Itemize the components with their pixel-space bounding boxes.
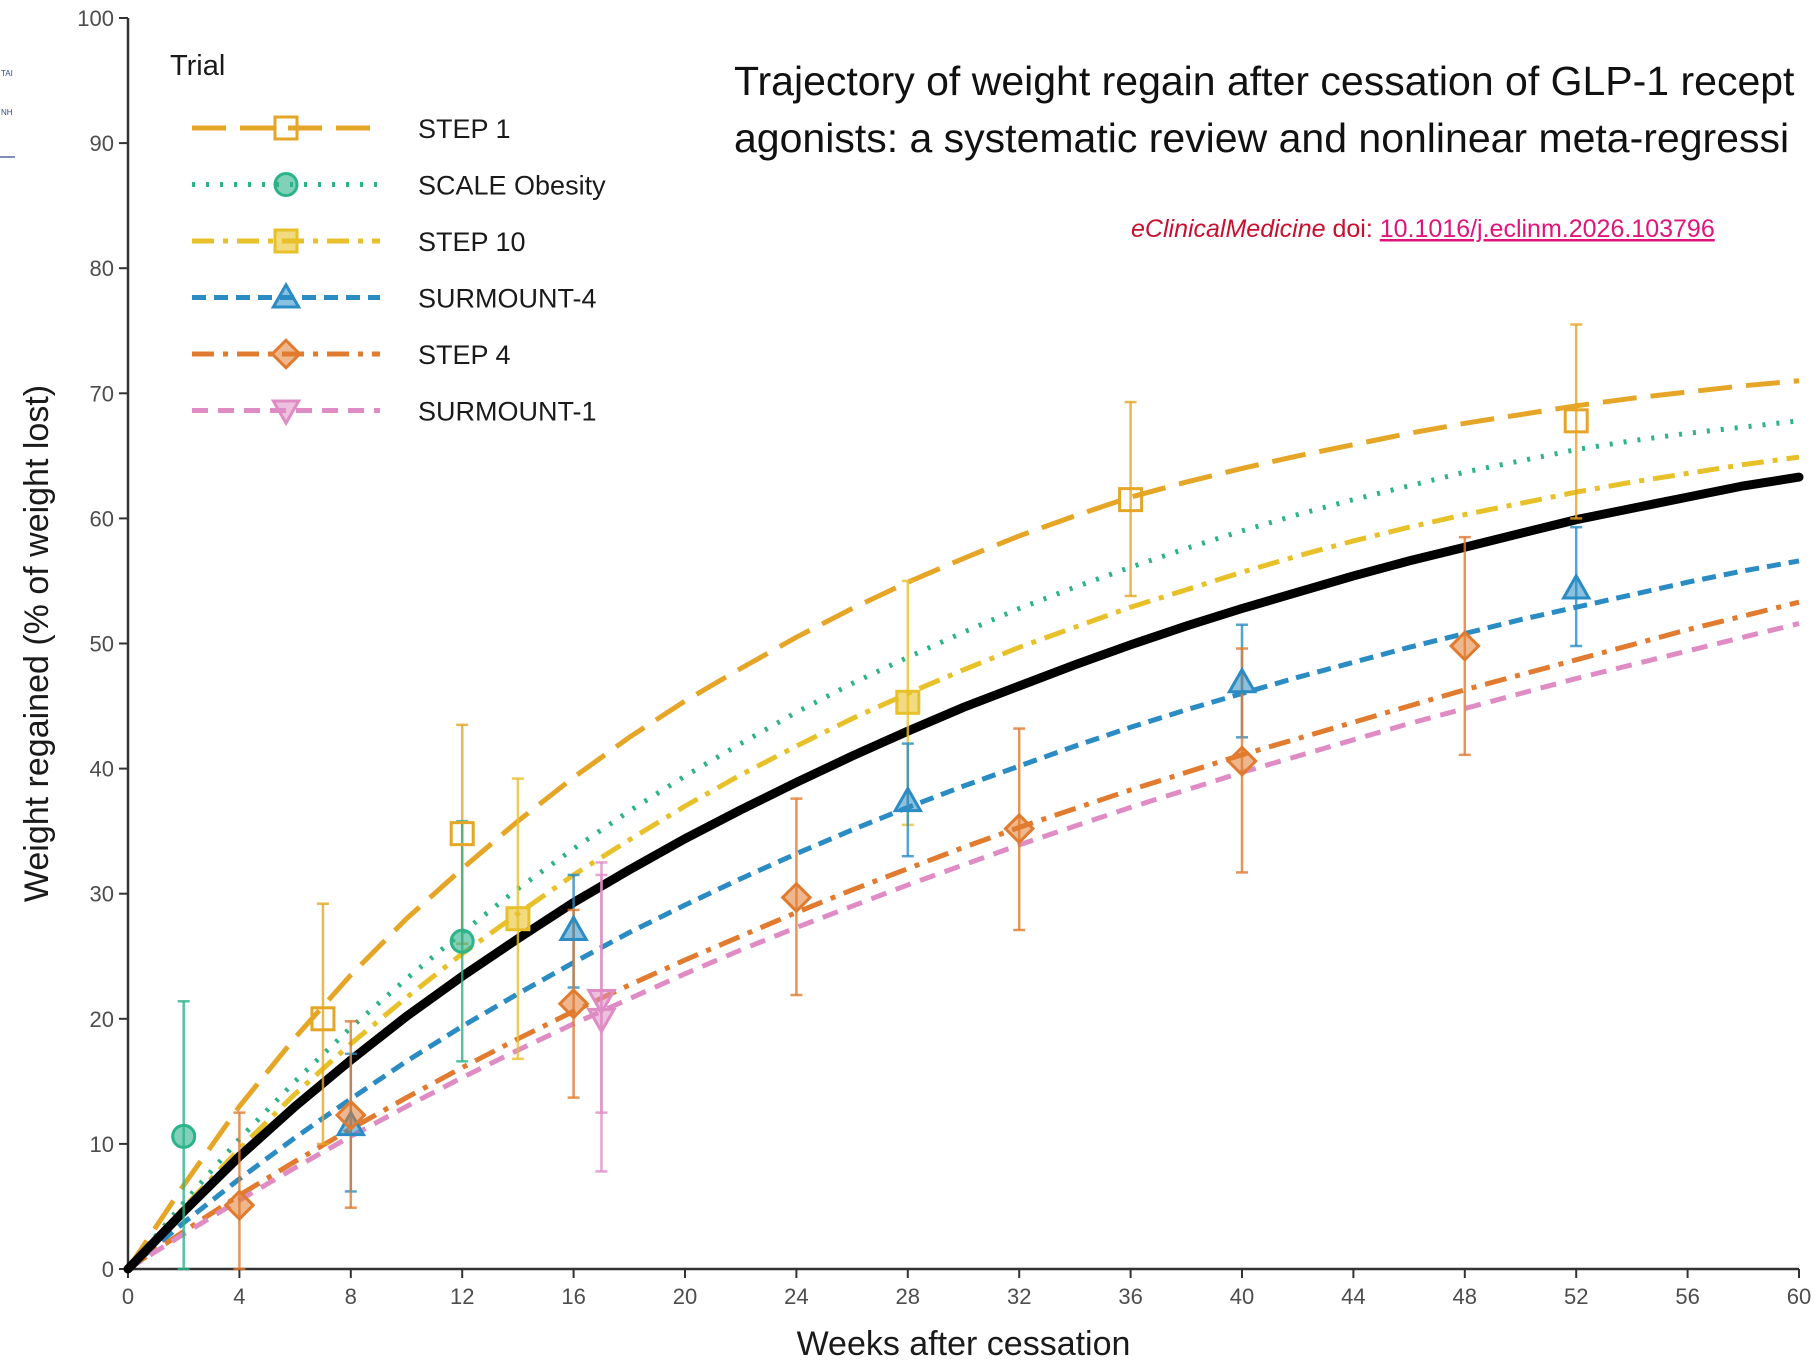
headline-line-1: Trajectory of weight regain after cessat… [734, 58, 1795, 104]
legend-item: SURMOUNT-1 [192, 397, 597, 427]
curves [123, 378, 1804, 1274]
legend-swatch-marker [270, 399, 302, 427]
y-tick-label: 40 [90, 757, 114, 782]
x-tick-label: 16 [561, 1284, 585, 1309]
curve-surmount-4 [126, 558, 1800, 1271]
citation-journal: eClinicalMedicine [1131, 215, 1326, 243]
curve-scale-obesity [126, 418, 1800, 1271]
x-tick-label: 60 [1787, 1284, 1811, 1309]
x-tick-label: 8 [345, 1284, 357, 1309]
legend-item: STEP 1 [192, 114, 511, 144]
markers [171, 408, 1592, 1222]
y-tick-label: 100 [77, 6, 114, 31]
x-tick-label: 4 [233, 1284, 245, 1309]
y-tick-label: 50 [90, 632, 114, 657]
y-tick-label: 70 [90, 381, 114, 406]
legend: Trial STEP 1 SCALE Obesity STEP 10 SURMOUNT-… [170, 50, 606, 427]
data-point [1448, 630, 1481, 662]
curve-surmount-1 [126, 621, 1800, 1272]
x-tick-label: 56 [1675, 1284, 1699, 1309]
x-tick-label: 32 [1007, 1284, 1031, 1309]
x-tick-label: 0 [122, 1284, 134, 1309]
legend-label: STEP 10 [418, 227, 526, 257]
y-tick-label: 30 [90, 882, 114, 907]
headline-line-2: agonists: a systematic review and nonlin… [734, 115, 1789, 161]
data-point [557, 987, 590, 1020]
curve-step-4 [126, 599, 1800, 1272]
x-tick-label: 28 [896, 1284, 920, 1309]
data-point [223, 1189, 256, 1222]
legend-item: SCALE Obesity [192, 171, 606, 201]
citation-doi-link[interactable]: 10.1016/j.eclinm.2026.103796 [1380, 215, 1715, 243]
legend-label: SURMOUNT-4 [418, 284, 597, 314]
legend-swatch-marker [270, 338, 302, 370]
legend-title: Trial [170, 50, 225, 82]
data-point [449, 928, 475, 954]
data-point [586, 989, 617, 1016]
legend-label: STEP 4 [418, 340, 511, 370]
x-tick-label: 40 [1230, 1284, 1254, 1309]
headline: Trajectory of weight regain after cessat… [734, 58, 1795, 243]
x-tick-label: 48 [1453, 1284, 1477, 1309]
data-point [1563, 408, 1589, 434]
data-point [1226, 745, 1258, 777]
data-point [449, 821, 475, 847]
citation-doi-label: doi: [1326, 215, 1380, 243]
data-point [892, 785, 924, 813]
data-point [1226, 666, 1258, 694]
curve-step-10 [126, 454, 1800, 1271]
data-point [1003, 812, 1036, 845]
x-axis-title: Weeks after cessation [797, 1325, 1131, 1363]
legend-item: STEP 4 [192, 338, 511, 370]
data-point [780, 881, 813, 914]
data-point [558, 914, 589, 941]
data-point [586, 1007, 617, 1035]
axes: 0 4 8 12 16 20 24 28 32 36 40 44 48 52 56 6001020304050… [77, 6, 1811, 1309]
y-tick-label: 10 [90, 1132, 114, 1157]
data-point [310, 1006, 336, 1032]
x-tick-label: 44 [1341, 1284, 1365, 1309]
legend-item: SURMOUNT-4 [192, 281, 597, 314]
legend-label: STEP 1 [418, 114, 511, 144]
legend-swatch-marker [273, 115, 299, 141]
legend-label: SCALE Obesity [418, 171, 606, 201]
citation: eClinicalMedicine doi: 10.1016/j.eclinm.… [1131, 215, 1715, 243]
side-fragments: TAI NH [0, 69, 15, 158]
x-tick-label: 52 [1564, 1284, 1588, 1309]
pooled-curve [123, 472, 1804, 1274]
data-point [505, 906, 531, 932]
legend-item: STEP 10 [192, 227, 526, 257]
side-fragment-1: TAI [1, 69, 13, 78]
legend-swatch-marker [270, 281, 302, 309]
x-tick-label: 12 [450, 1284, 474, 1309]
legend-swatch-marker [273, 228, 299, 254]
data-point [1560, 572, 1592, 600]
x-tick-label: 20 [673, 1284, 697, 1309]
y-tick-label: 80 [90, 256, 114, 281]
data-point [1118, 487, 1144, 513]
legend-label: SURMOUNT-1 [418, 397, 597, 427]
data-point [334, 1099, 367, 1131]
data-point [171, 1123, 197, 1149]
x-tick-label: 24 [784, 1284, 808, 1309]
error-bars [177, 323, 1583, 1271]
x-tick-label: 36 [1118, 1284, 1142, 1309]
y-tick-label: 0 [102, 1257, 114, 1282]
side-fragment-2: NH [1, 108, 13, 117]
y-tick-label: 20 [90, 1007, 114, 1032]
y-tick-label: 60 [90, 506, 114, 531]
data-point [895, 689, 921, 715]
y-tick-label: 90 [90, 131, 114, 156]
y-axis-title: Weight regained (% of weight lost) [18, 385, 56, 902]
legend-swatch-marker [273, 172, 299, 197]
curve-step-1 [125, 378, 1800, 1271]
